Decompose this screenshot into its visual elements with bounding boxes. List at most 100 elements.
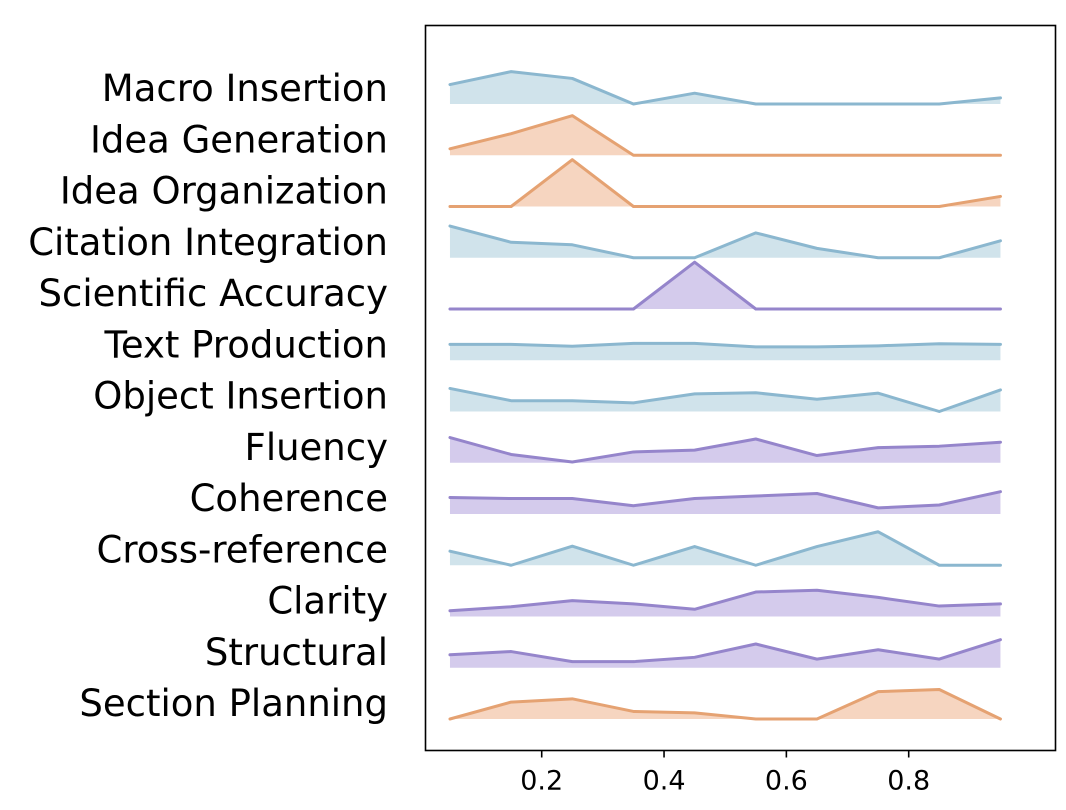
ridge-point-clarity-0 bbox=[448, 609, 452, 612]
ridge-point-text-production-9 bbox=[999, 343, 1002, 346]
ridge-point-idea-generation-1 bbox=[509, 132, 513, 135]
ridge-point-fluency-3 bbox=[632, 450, 635, 454]
ridge-point-macro-insertion-2 bbox=[571, 77, 574, 80]
ridge-line-text-production bbox=[448, 341, 1002, 349]
ridge-point-idea-organization-8 bbox=[938, 205, 941, 208]
x-tick-label: 0.6 bbox=[765, 766, 808, 797]
x-axis-ticks: 0.2 0.4 0.6 0.8 bbox=[520, 750, 930, 797]
ridge-line-macro-insertion bbox=[448, 70, 1002, 106]
ridge-point-section-planning-4 bbox=[693, 711, 696, 715]
ridge-point-coherence-0 bbox=[448, 496, 452, 499]
ridge-point-macro-insertion-3 bbox=[632, 102, 635, 106]
ridge-point-citation-integration-5 bbox=[754, 231, 757, 235]
ridge-point-macro-insertion-6 bbox=[815, 102, 819, 106]
ridge-point-idea-organization-9 bbox=[999, 195, 1002, 198]
row-label-idea-generation: Idea Generation bbox=[90, 118, 388, 161]
ridge-point-citation-integration-2 bbox=[571, 243, 574, 246]
ridge-point-structural-3 bbox=[632, 660, 635, 663]
ridges-group bbox=[448, 70, 1002, 721]
ridge-point-structural-6 bbox=[815, 657, 819, 661]
ridge-point-citation-integration-8 bbox=[938, 256, 941, 259]
ridge-area-object-insertion bbox=[449, 388, 1001, 412]
ridge-point-section-planning-0 bbox=[448, 717, 452, 721]
ridge-point-object-insertion-5 bbox=[754, 391, 757, 394]
ridge-point-cross-reference-5 bbox=[754, 564, 757, 567]
row-label-fluency: Fluency bbox=[245, 426, 388, 469]
ridge-point-fluency-8 bbox=[938, 444, 941, 448]
ridge-point-idea-organization-2 bbox=[571, 158, 574, 161]
ridge-point-scientific-accuracy-7 bbox=[876, 307, 880, 311]
ridge-point-coherence-4 bbox=[693, 497, 696, 500]
ridge-point-text-production-0 bbox=[448, 343, 452, 346]
ridge-point-coherence-7 bbox=[876, 506, 880, 510]
ridge-point-clarity-2 bbox=[571, 599, 574, 602]
ridge-point-citation-integration-9 bbox=[999, 239, 1002, 243]
ridge-citation-integration bbox=[448, 224, 1002, 260]
row-label-clarity: Clarity bbox=[267, 580, 388, 623]
ridge-point-clarity-7 bbox=[876, 596, 880, 599]
ridge-point-clarity-5 bbox=[754, 590, 757, 594]
ridge-area-scientific-accuracy bbox=[449, 262, 1001, 309]
ridge-point-object-insertion-8 bbox=[938, 410, 941, 413]
ridge-point-idea-generation-3 bbox=[632, 154, 635, 157]
ridge-point-idea-generation-6 bbox=[815, 154, 819, 157]
ridge-point-clarity-9 bbox=[999, 602, 1002, 606]
ridge-point-citation-integration-0 bbox=[448, 224, 452, 228]
ridge-point-coherence-6 bbox=[815, 492, 819, 495]
ridge-point-scientific-accuracy-0 bbox=[448, 307, 452, 311]
ridge-point-idea-generation-5 bbox=[754, 154, 757, 157]
ridge-point-macro-insertion-8 bbox=[938, 102, 941, 106]
ridge-point-clarity-4 bbox=[693, 608, 696, 611]
ridge-point-idea-generation-7 bbox=[876, 154, 880, 157]
ridge-point-object-insertion-6 bbox=[815, 398, 819, 401]
ridge-point-scientific-accuracy-9 bbox=[999, 307, 1002, 311]
ridge-macro-insertion bbox=[448, 70, 1002, 106]
row-label-structural: Structural bbox=[205, 631, 388, 674]
ridge-area-idea-generation bbox=[449, 115, 1001, 156]
ridge-point-scientific-accuracy-1 bbox=[509, 307, 513, 311]
ridge-point-scientific-accuracy-5 bbox=[754, 307, 757, 311]
ridge-line-idea-organization bbox=[448, 158, 1002, 208]
x-tick-label: 0.8 bbox=[887, 766, 930, 797]
plot-frame bbox=[424, 24, 1057, 752]
ridge-line-idea-generation bbox=[448, 114, 1002, 157]
x-tick-label: 0.2 bbox=[520, 766, 563, 797]
ridge-object-insertion bbox=[448, 386, 1002, 413]
ridge-point-cross-reference-3 bbox=[632, 564, 635, 567]
ridge-point-text-production-8 bbox=[938, 342, 941, 345]
ridge-point-citation-integration-3 bbox=[632, 256, 635, 259]
ridge-line-scientific-accuracy bbox=[448, 260, 1002, 311]
ridge-point-structural-2 bbox=[571, 660, 574, 663]
ridge-point-clarity-1 bbox=[509, 605, 513, 608]
ridge-point-coherence-9 bbox=[999, 490, 1002, 493]
ridge-point-object-insertion-4 bbox=[693, 392, 696, 396]
ridge-point-fluency-6 bbox=[815, 454, 819, 457]
row-label-cross-reference: Cross-reference bbox=[97, 528, 388, 571]
ridge-point-idea-organization-6 bbox=[815, 205, 819, 208]
ridge-line-fluency bbox=[448, 436, 1002, 464]
ridge-point-macro-insertion-0 bbox=[448, 83, 452, 86]
ridge-point-cross-reference-8 bbox=[938, 564, 941, 567]
ridge-point-object-insertion-2 bbox=[571, 399, 574, 402]
ridge-point-idea-organization-1 bbox=[509, 205, 513, 208]
ridge-area-section-planning bbox=[449, 689, 1001, 719]
ridge-line-cross-reference bbox=[448, 530, 1002, 567]
ridge-point-idea-organization-5 bbox=[754, 205, 757, 208]
ridge-point-object-insertion-7 bbox=[876, 391, 880, 395]
ridge-point-idea-generation-9 bbox=[999, 154, 1002, 157]
ridge-point-coherence-5 bbox=[754, 494, 757, 498]
ridge-point-text-production-5 bbox=[754, 345, 757, 349]
ridge-scientific-accuracy bbox=[448, 260, 1002, 311]
ridge-point-citation-integration-4 bbox=[693, 256, 696, 259]
ridge-area-structural bbox=[449, 639, 1001, 668]
ridge-point-fluency-7 bbox=[876, 446, 880, 449]
ridge-point-idea-generation-0 bbox=[448, 147, 452, 150]
ridge-point-fluency-9 bbox=[999, 441, 1002, 444]
ridge-point-idea-generation-2 bbox=[571, 114, 574, 117]
ridge-line-clarity bbox=[448, 588, 1002, 613]
ridge-point-text-production-1 bbox=[509, 343, 513, 346]
ridge-cross-reference bbox=[448, 530, 1002, 567]
x-tick-label: 0.4 bbox=[643, 766, 686, 797]
ridge-area-fluency bbox=[449, 437, 1001, 463]
ridge-point-text-production-6 bbox=[815, 345, 819, 349]
